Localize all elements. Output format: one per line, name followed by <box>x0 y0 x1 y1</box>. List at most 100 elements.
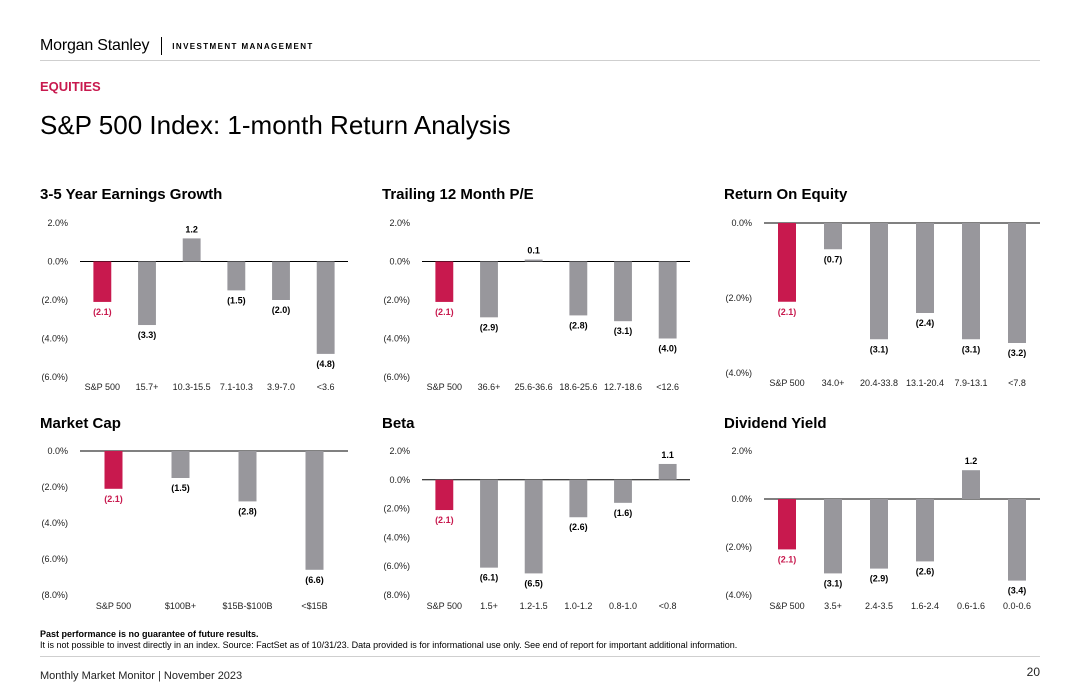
category-label: <3.6 <box>317 382 335 392</box>
footnote-source: It is not possible to invest directly in… <box>40 640 738 650</box>
data-label: 1.1 <box>661 450 674 460</box>
bar <box>227 261 246 291</box>
bar <box>614 261 632 322</box>
category-label: S&P 500 <box>427 382 462 392</box>
pe-chart: 2.0% 0.0% (2.0%) (4.0%) (6.0%) (2.1) S&P 500 (2… <box>383 218 690 392</box>
y-tick-label: (4.0%) <box>725 590 752 600</box>
y-tick-label: 2.0% <box>389 446 410 456</box>
category-label: S&P 500 <box>769 601 804 611</box>
bar <box>1008 223 1026 343</box>
data-label: (2.1) <box>93 307 112 317</box>
data-label: (4.0) <box>658 344 677 354</box>
category-label: 34.0+ <box>822 378 845 388</box>
y-tick-label: 0.0% <box>389 475 410 485</box>
y-tick-label: (4.0%) <box>383 532 410 542</box>
bar <box>824 499 842 574</box>
category-label: S&P 500 <box>85 382 120 392</box>
data-label: (2.8) <box>238 506 257 516</box>
brand-subtitle: INVESTMENT MANAGEMENT <box>172 41 314 51</box>
chart-title-dividend-yield: Dividend Yield <box>724 415 827 432</box>
y-tick-label: 2.0% <box>731 446 752 456</box>
bar <box>171 451 190 478</box>
category-label: 13.1-20.4 <box>906 378 944 388</box>
category-label: S&P 500 <box>96 601 131 611</box>
market-cap-chart: 0.0% (2.0%) (4.0%) (6.0%) (8.0%) (2.1) S&P 500… <box>41 446 348 611</box>
chart-title-beta: Beta <box>382 415 415 432</box>
section-label: EQUITIES <box>40 79 101 94</box>
category-label: 10.3-15.5 <box>173 382 211 392</box>
benchmark-bar <box>104 451 123 489</box>
category-label: 18.6-25.6 <box>559 382 597 392</box>
data-label: (2.0) <box>272 305 291 315</box>
bar <box>182 238 201 262</box>
bar <box>916 499 934 562</box>
data-label: (2.1) <box>435 515 454 525</box>
bar <box>824 223 842 250</box>
data-label: (1.5) <box>171 483 190 493</box>
data-label: (1.5) <box>227 295 246 305</box>
y-tick-label: 0.0% <box>47 257 68 267</box>
bar <box>614 479 632 503</box>
category-label: S&P 500 <box>427 601 462 611</box>
data-label: (2.9) <box>870 574 889 584</box>
data-label: (2.1) <box>435 307 454 317</box>
data-label: (2.6) <box>569 522 588 532</box>
y-tick-label: (2.0%) <box>383 504 410 514</box>
bar <box>480 261 498 318</box>
data-label: (3.1) <box>824 578 843 588</box>
data-label: (2.1) <box>778 307 797 317</box>
bar <box>238 451 257 502</box>
data-label: 1.2 <box>185 224 198 234</box>
y-tick-label: (2.0%) <box>41 295 68 305</box>
data-label: (2.9) <box>480 322 499 332</box>
category-label: 15.7+ <box>136 382 159 392</box>
dividend-yield-chart: 2.0% 0.0% (2.0%) (4.0%) (2.1) S&P 500 (3.1) 3.5… <box>725 446 1040 611</box>
category-label: 7.9-13.1 <box>954 378 987 388</box>
category-label: $15B-$100B <box>222 601 272 611</box>
data-label: (2.8) <box>569 320 588 330</box>
bar <box>524 479 543 574</box>
beta-chart: 2.0% 0.0% (2.0%) (4.0%) (6.0%) (8.0%) (2.1) S&P… <box>383 446 690 611</box>
y-tick-label: (6.0%) <box>383 372 410 382</box>
y-tick-label: (6.0%) <box>41 372 68 382</box>
y-tick-label: 0.0% <box>731 218 752 228</box>
y-tick-label: 0.0% <box>47 446 68 456</box>
bar <box>569 261 588 316</box>
category-label: S&P 500 <box>769 378 804 388</box>
data-label: (2.6) <box>916 566 935 576</box>
category-label: 1.5+ <box>480 601 498 611</box>
data-label: (6.5) <box>524 578 543 588</box>
data-label: (3.4) <box>1008 586 1027 596</box>
y-tick-label: (2.0%) <box>383 295 410 305</box>
y-tick-label: (2.0%) <box>41 482 68 492</box>
y-tick-label: 2.0% <box>47 218 68 228</box>
chart-title-roe: Return On Equity <box>724 186 848 203</box>
y-tick-label: (4.0%) <box>725 368 752 378</box>
benchmark-bar <box>778 223 796 302</box>
bar <box>658 261 677 339</box>
bar <box>658 463 677 480</box>
data-label: (3.1) <box>962 344 981 354</box>
page-title: S&P 500 Index: 1-month Return Analysis <box>40 110 511 140</box>
data-label: (0.7) <box>824 254 843 264</box>
y-tick-label: (2.0%) <box>725 293 752 303</box>
category-label: 2.4-3.5 <box>865 601 893 611</box>
y-tick-label: 2.0% <box>389 218 410 228</box>
y-tick-label: 0.0% <box>389 257 410 267</box>
brand-divider <box>161 37 163 55</box>
data-label: (3.1) <box>614 326 633 336</box>
bar <box>138 261 156 326</box>
data-label: 0.1 <box>527 246 540 256</box>
benchmark-bar <box>435 479 454 511</box>
category-label: 0.6-1.6 <box>957 601 985 611</box>
footer-rule <box>40 656 1040 657</box>
category-label: 0.8-1.0 <box>609 601 637 611</box>
data-label: (3.3) <box>138 330 157 340</box>
data-label: (2.1) <box>778 554 797 564</box>
y-tick-label: (6.0%) <box>41 554 68 564</box>
bar <box>870 223 888 340</box>
data-label: (2.4) <box>916 318 935 328</box>
data-label: (1.6) <box>614 508 633 518</box>
roe-chart: 0.0% (2.0%) (4.0%) (2.1) S&P 500 (0.7) 34.0+ (3… <box>725 218 1040 388</box>
earnings-growth-chart: 2.0% 0.0% (2.0%) (4.0%) (6.0%) (2.1) S&P 500 (3… <box>41 218 348 392</box>
